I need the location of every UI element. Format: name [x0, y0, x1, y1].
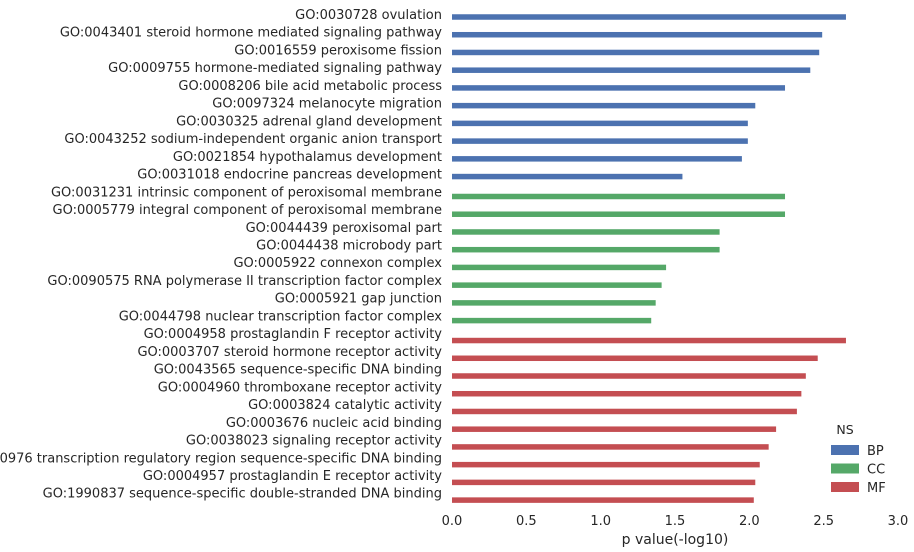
bar-bp — [452, 102, 756, 109]
bar-cc — [452, 229, 720, 235]
category-label: GO:0031231 intrinsic component of peroxi… — [51, 185, 442, 200]
category-label: GO:0043565 sequence-specific DNA binding — [154, 363, 442, 378]
category-label: GO:0030325 adrenal gland development — [176, 114, 442, 129]
category-label: GO:0043401 steroid hormone mediated sign… — [60, 26, 442, 41]
bar-mf — [452, 426, 777, 432]
bar-bp — [452, 156, 742, 162]
bar-cc — [452, 282, 662, 288]
legend-swatch-cc — [831, 463, 859, 474]
category-label: GO:0016559 peroxisome fission — [234, 43, 442, 58]
category-label: GO:0003707 steroid hormone receptor acti… — [137, 345, 442, 360]
bar-bp — [452, 85, 786, 91]
bar-mf — [452, 390, 802, 397]
category-label: GO:0004958 prostaglandin F receptor acti… — [144, 327, 443, 342]
category-labels: GO:0030728 ovulation GO:0043401 steroid h… — [0, 8, 442, 502]
bar-cc — [452, 300, 656, 306]
category-label: GO:0097324 melanocyte migration — [212, 97, 442, 112]
bar-mf — [452, 408, 797, 415]
bar-cc — [452, 264, 667, 271]
bar-bp — [452, 67, 811, 73]
legend: NS BP CC MF — [831, 422, 886, 496]
legend-swatch-mf — [831, 482, 859, 492]
category-label: GO:0090575 RNA polymerase II transcripti… — [47, 274, 442, 289]
bars-layer — [452, 14, 846, 503]
x-tick-label: 3.0 — [888, 514, 909, 529]
bar-bp — [452, 14, 846, 20]
bar-mf — [452, 355, 818, 362]
x-tick-label: 1.0 — [590, 514, 611, 529]
bar-cc — [452, 193, 786, 200]
category-label: GO:0043252 sodium-independent organic an… — [64, 132, 442, 147]
category-label: GO:0000976 transcription regulatory regi… — [0, 451, 442, 466]
bar-bp — [452, 173, 683, 180]
x-tick-label: 2.0 — [739, 514, 760, 529]
category-label: GO:0003676 nucleic acid binding — [226, 416, 442, 431]
category-label: GO:0021854 hypothalamus development — [173, 150, 442, 165]
bar-mf — [452, 461, 760, 468]
legend-label-cc: CC — [867, 463, 885, 478]
category-label: GO:0005921 gap junction — [275, 292, 442, 307]
bar-bp — [452, 49, 820, 56]
bar-mf — [452, 444, 769, 450]
category-label: GO:0008206 bile acid metabolic process — [178, 79, 442, 94]
legend-swatch-bp — [831, 445, 859, 455]
legend-title: NS — [836, 422, 853, 437]
bar-mf — [452, 497, 754, 503]
legend-label-mf: MF — [867, 481, 886, 496]
legend-label-bp: BP — [867, 444, 884, 459]
category-label: GO:0009755 hormone-mediated signaling pa… — [108, 61, 442, 76]
category-label: GO:0038023 signaling receptor activity — [186, 434, 442, 449]
bar-cc — [452, 211, 786, 217]
x-tick-label: 1.5 — [665, 514, 686, 529]
bar-mf — [452, 337, 846, 344]
category-label: GO:0005922 connexon complex — [233, 256, 442, 271]
x-tick-label: 0.0 — [442, 514, 463, 529]
x-axis-title: p value(-log10) — [622, 532, 729, 548]
bar-mf — [452, 479, 756, 486]
bar-bp — [452, 120, 748, 127]
category-label: GO:0044439 peroxisomal part — [246, 221, 442, 236]
category-label: GO:0005779 integral component of peroxis… — [53, 203, 442, 218]
x-axis-ticks: 0.0 0.5 1.0 1.5 2.0 2.5 3.0 — [442, 514, 909, 529]
category-label: GO:0044438 microbody part — [256, 238, 442, 253]
x-tick-label: 2.5 — [813, 514, 834, 529]
x-tick-label: 0.5 — [516, 514, 537, 529]
category-label: GO:0004960 thromboxane receptor activity — [158, 380, 443, 395]
bar-cc — [452, 317, 652, 324]
category-label: GO:0003824 catalytic activity — [248, 398, 442, 413]
category-label: GO:0030728 ovulation — [295, 8, 442, 23]
category-label: GO:1990837 sequence-specific double-stra… — [43, 487, 442, 502]
category-label: GO:0004957 prostaglandin E receptor acti… — [143, 469, 442, 484]
category-label: GO:0044798 nuclear transcription factor … — [119, 309, 443, 324]
bar-cc — [452, 246, 720, 253]
category-label: GO:0031018 endocrine pancreas developmen… — [137, 168, 442, 183]
bar-bp — [452, 138, 748, 144]
bar-bp — [452, 31, 823, 38]
bar-mf — [452, 373, 806, 379]
